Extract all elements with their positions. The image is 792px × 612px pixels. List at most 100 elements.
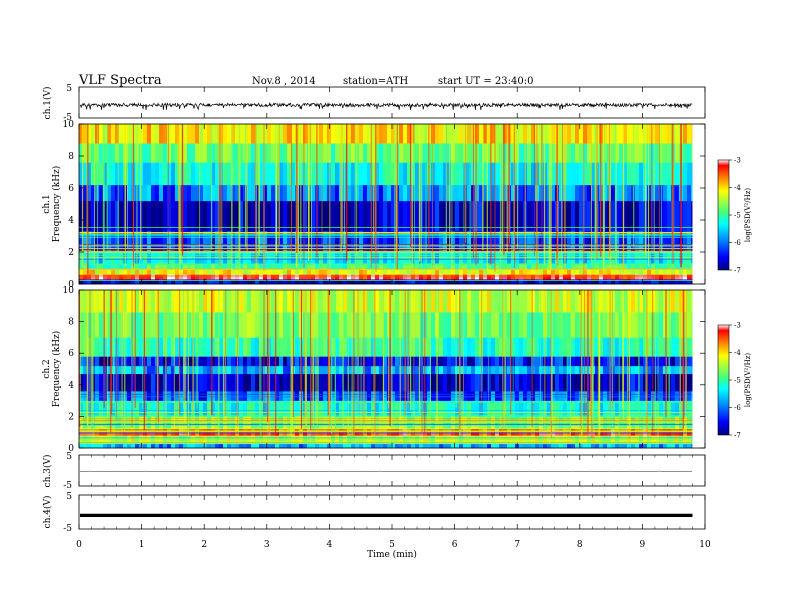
spec1-cell xyxy=(483,124,488,144)
spec2-cell xyxy=(171,429,176,436)
spec2-cell xyxy=(531,391,536,401)
spec2-cell xyxy=(583,356,588,367)
spec2-cell xyxy=(623,429,628,436)
spec1-cell xyxy=(363,162,368,186)
spec1-cell xyxy=(171,124,176,144)
spec2-cell xyxy=(335,400,340,417)
spec1-cell xyxy=(575,162,580,186)
spec1-cell xyxy=(535,279,540,285)
spec2-cell xyxy=(103,429,108,436)
spec2-cell xyxy=(639,373,644,392)
spec2-cell xyxy=(319,365,324,375)
spec1-cell xyxy=(403,279,408,285)
spec1-cell xyxy=(139,279,144,285)
spec1-cell xyxy=(151,263,156,270)
spec2-cell xyxy=(491,373,496,392)
spec2-cell xyxy=(499,373,504,392)
spec2-cell xyxy=(523,312,528,338)
spec1-cell xyxy=(671,274,676,280)
yt2-tick-label: 10 xyxy=(63,286,75,296)
spec2-cell xyxy=(111,443,116,449)
spec1-cell xyxy=(495,184,500,202)
spec2-cell xyxy=(331,290,336,313)
spec2-cell xyxy=(143,337,148,357)
spec1-cell xyxy=(235,124,240,144)
spec1-cell xyxy=(407,269,412,275)
spec1-cell xyxy=(459,184,464,202)
spec1-cell xyxy=(583,124,588,144)
spec2-cell xyxy=(419,290,424,313)
spec1-cell xyxy=(147,143,152,163)
spec2-cell xyxy=(631,373,636,392)
spec1-cell xyxy=(411,162,416,186)
spec2-cell xyxy=(687,337,692,357)
spec1-cell xyxy=(427,274,432,280)
spec1-cell xyxy=(167,231,172,253)
spec1-cell xyxy=(439,162,444,186)
spec1-cell xyxy=(683,263,688,270)
spec2-cell xyxy=(231,356,236,367)
spec2-cell xyxy=(519,365,524,375)
spec1-cell xyxy=(491,274,496,280)
spec2-cell xyxy=(383,429,388,436)
spec2-cell xyxy=(671,312,676,338)
spec1-cell xyxy=(103,269,108,275)
spec2-cell xyxy=(551,429,556,436)
spec2-cell xyxy=(439,290,444,313)
spec1-cell xyxy=(623,184,628,202)
spec2-cell xyxy=(555,429,560,436)
spec2-cell xyxy=(555,400,560,417)
spec2-cell xyxy=(399,391,404,401)
spec1-cell xyxy=(95,231,100,253)
spec1-cell xyxy=(115,263,120,270)
spec2-cell xyxy=(407,373,412,392)
spec2-cell xyxy=(607,391,612,401)
spec1-cell xyxy=(259,184,264,202)
spec1-cell xyxy=(203,143,208,163)
spec2-cell xyxy=(227,356,232,367)
spec2-cell xyxy=(663,373,668,392)
spec2-cell xyxy=(279,356,284,367)
cb1-tick-label: -4 xyxy=(734,184,741,192)
spec2-cell xyxy=(643,391,648,401)
spec1-cell xyxy=(595,279,600,285)
spec2-cell xyxy=(103,290,108,313)
spec2-cell xyxy=(475,391,480,401)
spec2-cell xyxy=(87,400,92,417)
spec2-cell xyxy=(219,429,224,436)
spec2-cell xyxy=(99,443,104,449)
cb1-tick-label: -6 xyxy=(734,239,741,247)
spec2-cell xyxy=(363,373,368,392)
spec1-cell xyxy=(463,274,468,280)
spec1-cell xyxy=(611,263,616,270)
spec2-cell xyxy=(307,391,312,401)
spec2-cell xyxy=(443,443,448,449)
spec1-cell xyxy=(423,274,428,280)
spec1-cell xyxy=(615,200,620,232)
spec2-cell xyxy=(299,443,304,449)
spec2-cell xyxy=(687,312,692,338)
spec1-cell xyxy=(99,143,104,163)
spec1-cell xyxy=(567,231,572,253)
spec2-cell xyxy=(167,337,172,357)
spec1-sferics xyxy=(81,124,682,275)
spec2-cell xyxy=(587,391,592,401)
spec2-cell xyxy=(571,312,576,338)
spec1-cell xyxy=(595,263,600,270)
spec2-cell xyxy=(479,312,484,338)
spec2-cell xyxy=(467,312,472,338)
spec1-cell xyxy=(327,162,332,186)
spec1-cell xyxy=(459,200,464,232)
spec1-cell xyxy=(575,279,580,285)
spec2-cell xyxy=(399,290,404,313)
spec2-cell xyxy=(295,337,300,357)
spec2-cell xyxy=(619,365,624,375)
spec2-cell xyxy=(687,290,692,313)
spec1-cell xyxy=(167,200,172,232)
spec2-cell xyxy=(207,365,212,375)
spec1-cell xyxy=(503,200,508,232)
spec2-cell xyxy=(219,443,224,449)
spec2-cell xyxy=(319,373,324,392)
spec2-cell xyxy=(663,337,668,357)
spec2-cell xyxy=(383,290,388,313)
